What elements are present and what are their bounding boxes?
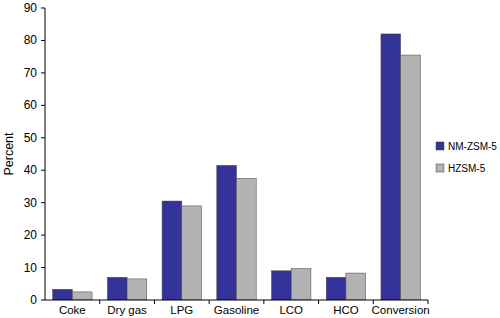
bar: [237, 178, 257, 300]
bar: [346, 273, 366, 300]
bar: [53, 289, 73, 300]
x-tick-label: HCO: [333, 304, 359, 316]
y-tick: [41, 105, 45, 106]
y-tick: [41, 235, 45, 236]
bars: [53, 34, 421, 300]
legend-swatch: [436, 164, 444, 172]
y-tick-label: 60: [24, 98, 38, 112]
y-axis-label: Percent: [2, 132, 16, 176]
y-tick-label: 50: [24, 131, 38, 145]
chart-container: 0 10 20 30 40 50 60 70 80 90 Coke Dry gas LPG Gasolin…: [0, 0, 500, 318]
bar: [326, 277, 346, 300]
y-tick-label: 90: [24, 1, 38, 15]
y-tick: [41, 40, 45, 41]
x-tick-label: LPG: [170, 304, 193, 316]
bar: [182, 206, 202, 300]
legend-label: HZSM-5: [448, 163, 486, 174]
x-tick-label: Gasoline: [214, 304, 259, 316]
legend-swatch: [436, 142, 444, 150]
x-tick: [263, 300, 264, 304]
x-tick-label: LCO: [279, 304, 303, 316]
y-tick-label: 80: [24, 33, 38, 47]
bar: [162, 201, 182, 300]
y-tick: [41, 72, 45, 73]
y-tick-label: 20: [24, 228, 38, 242]
y-tick-label: 70: [24, 66, 38, 80]
bar: [127, 279, 147, 300]
x-tick: [318, 300, 319, 304]
y-tick-label: 40: [24, 163, 38, 177]
bar: [272, 271, 292, 300]
y-tick: [41, 202, 45, 203]
bar: [217, 165, 237, 300]
y-tick: [41, 170, 45, 171]
y-tick: [41, 137, 45, 138]
x-tick: [99, 300, 100, 304]
legend-label: NM-ZSM-5: [448, 141, 497, 152]
y-tick: [41, 267, 45, 268]
chart-svg: 0 10 20 30 40 50 60 70 80 90 Coke Dry gas LPG Gasolin…: [0, 0, 500, 318]
x-tick-label: Coke: [59, 304, 86, 316]
x-tick-label: Conversion: [372, 304, 430, 316]
bar: [381, 34, 401, 300]
x-axis-line: [45, 300, 428, 301]
y-axis-line: [45, 8, 46, 300]
x-tick: [209, 300, 210, 304]
x-tick-label: Dry gas: [107, 304, 147, 316]
y-tick: [41, 8, 45, 9]
x-tick: [154, 300, 155, 304]
y-tick-label: 30: [24, 196, 38, 210]
y-tick-label: 0: [30, 293, 37, 307]
bar: [107, 277, 127, 300]
y-tick: [41, 300, 45, 301]
bar: [72, 292, 92, 300]
bar: [401, 55, 421, 300]
bar: [291, 269, 311, 300]
y-tick-label: 10: [24, 261, 38, 275]
